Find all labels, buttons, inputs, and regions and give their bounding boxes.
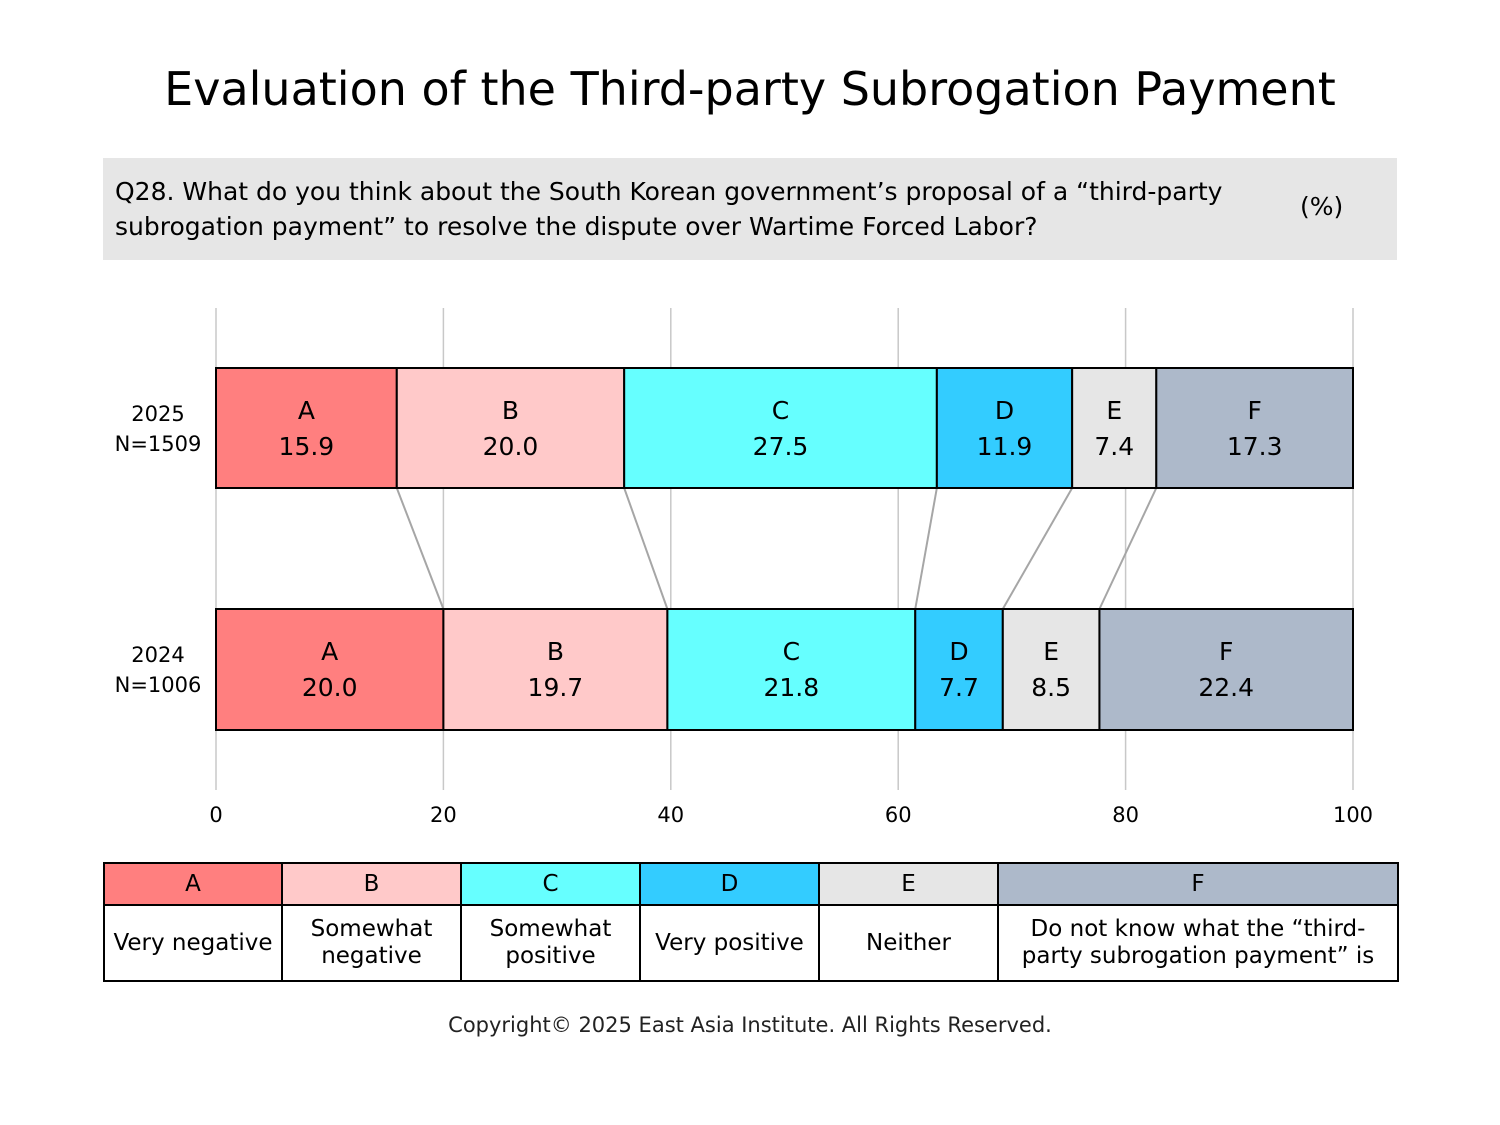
bar-letter-label: E: [1106, 396, 1122, 425]
legend-table: A B C D E F Very negative Somewhat negat…: [103, 862, 1399, 982]
connector-line: [914, 487, 938, 610]
bar-segment-a-2025: [215, 367, 398, 489]
legend-key-e: E: [818, 862, 999, 906]
bar-segment-d-2025: [935, 367, 1074, 489]
legend-desc-a: Very negative: [103, 904, 283, 982]
bar-segment-a-2024: [215, 608, 445, 731]
bar-value-label: 19.7: [528, 673, 584, 702]
bar-segment-e-2025: [1071, 367, 1158, 489]
legend-key-d: D: [639, 862, 820, 906]
unit-label: (%): [1300, 192, 1344, 221]
bar-value-label: 7.7: [939, 673, 979, 702]
category-n-label: N=1006: [115, 673, 202, 697]
bar-letter-label: E: [1043, 637, 1059, 666]
bar-segment-c-2025: [623, 367, 938, 489]
copyright-text: Copyright© 2025 East Asia Institute. All…: [448, 1013, 1052, 1037]
x-tick-label: 0: [209, 803, 222, 827]
legend-description-row: Very negative Somewhat negative Somewhat…: [103, 904, 1399, 982]
bar-letter-label: F: [1247, 396, 1261, 425]
bar-segment-b-2025: [395, 367, 626, 489]
bar-segment-b-2024: [442, 608, 669, 731]
category-year-label: 2025: [131, 402, 184, 426]
bar-letter-label: D: [995, 396, 1014, 425]
x-tick-label: 20: [430, 803, 457, 827]
bar-letter-label: C: [772, 396, 789, 425]
legend-key-c: C: [460, 862, 641, 906]
bar-value-label: 17.3: [1227, 432, 1283, 461]
question-box: Q28. What do you think about the South K…: [103, 158, 1397, 260]
bar-value-label: 27.5: [753, 432, 809, 461]
category-year-label: 2024: [131, 643, 184, 667]
bar-value-label: 21.8: [763, 673, 819, 702]
bar-value-label: 22.4: [1198, 673, 1254, 702]
x-tick-label: 40: [657, 803, 684, 827]
legend-desc-c: Somewhat positive: [460, 904, 641, 982]
x-tick-label: 80: [1112, 803, 1139, 827]
bar-segment-f-2025: [1155, 367, 1354, 489]
bar-value-label: 11.9: [977, 432, 1033, 461]
chart-title: Evaluation of the Third-party Subrogatio…: [164, 62, 1336, 116]
x-tick-label: 60: [885, 803, 912, 827]
connector-line: [395, 487, 445, 610]
connector-line: [1001, 487, 1074, 610]
question-text: Q28. What do you think about the South K…: [115, 177, 1223, 241]
connector-line: [623, 487, 669, 610]
bar-letter-label: B: [502, 396, 519, 425]
legend-desc-f: Do not know what the “third-party subrog…: [997, 904, 1399, 982]
bar-segment-c-2024: [666, 608, 917, 731]
bar-segment-d-2024: [914, 608, 1004, 731]
category-n-label: N=1509: [115, 432, 202, 456]
bar-value-label: 8.5: [1031, 673, 1071, 702]
bar-value-label: 15.9: [279, 432, 335, 461]
legend-key-f: F: [997, 862, 1399, 906]
bar-segment-e-2024: [1001, 608, 1101, 731]
bar-segment-f-2024: [1098, 608, 1354, 731]
bar-letter-label: A: [321, 637, 338, 666]
legend-key-a: A: [103, 862, 283, 906]
bar-value-label: 7.4: [1094, 432, 1134, 461]
bar-letter-label: A: [298, 396, 315, 425]
bar-letter-label: C: [783, 637, 800, 666]
legend-key-b: B: [281, 862, 462, 906]
x-tick-label: 100: [1333, 803, 1373, 827]
legend-key-row: A B C D E F: [103, 862, 1399, 906]
stacked-bar-chart: 0 20 40 60 80 100 A 15.9 B 20.0 C 27.5 D 11.9 E 7.4 F 17.…: [115, 308, 1373, 827]
bar-value-label: 20.0: [302, 673, 358, 702]
legend-desc-d: Very positive: [639, 904, 820, 982]
bar-letter-label: D: [949, 637, 968, 666]
connector-line: [1098, 487, 1158, 610]
legend-desc-b: Somewhat negative: [281, 904, 462, 982]
bar-letter-label: B: [547, 637, 564, 666]
bar-value-label: 20.0: [483, 432, 539, 461]
legend-desc-e: Neither: [818, 904, 999, 982]
bar-letter-label: F: [1219, 637, 1233, 666]
